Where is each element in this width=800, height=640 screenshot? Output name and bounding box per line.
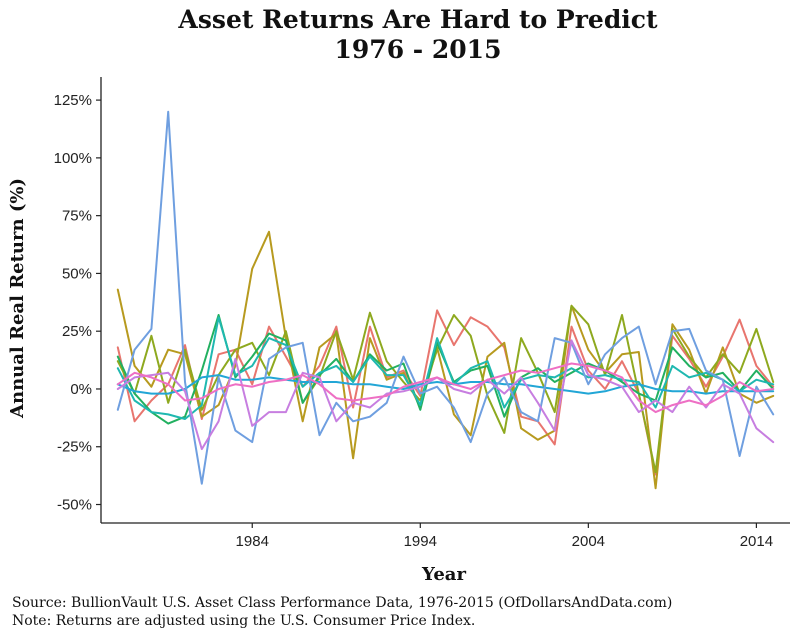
series-line-7 (116, 110, 775, 485)
x-axis-title: Year (421, 564, 466, 585)
y-axis-title: Annual Real Return (%) (7, 178, 28, 419)
series-line-9 (116, 362, 775, 414)
y-tick-label: -50% (57, 497, 92, 514)
y-tick-label: 50% (62, 265, 92, 282)
y-tick-label: -25% (57, 439, 92, 456)
axes-layer: -50% -25% 0% 25% 50% 75% 100% 125% 1984 1994 2004 2… (54, 77, 790, 550)
y-tick-label: 75% (62, 208, 92, 225)
series-line-8 (116, 339, 775, 451)
chart-title-line2: 1976 - 2015 (335, 35, 502, 64)
y-tick-label: 100% (54, 150, 92, 167)
series-line-3 (116, 304, 775, 474)
x-tick-label: 2004 (572, 533, 605, 550)
series-layer (116, 110, 775, 490)
x-tick-label: 2014 (740, 533, 773, 550)
source-caption: Source: BullionVault U.S. Asset Class Pe… (12, 595, 672, 611)
y-tick-label: 25% (62, 323, 92, 340)
y-tick-label: 125% (54, 92, 92, 109)
y-tick-label: 0% (70, 381, 92, 398)
chart-title-line1: Asset Returns Are Hard to Predict (177, 5, 658, 34)
series-line-5 (116, 316, 775, 420)
note-caption: Note: Returns are adjusted using the U.S… (12, 613, 475, 629)
x-tick-label: 1994 (404, 533, 437, 550)
x-tick-label: 1984 (236, 533, 269, 550)
